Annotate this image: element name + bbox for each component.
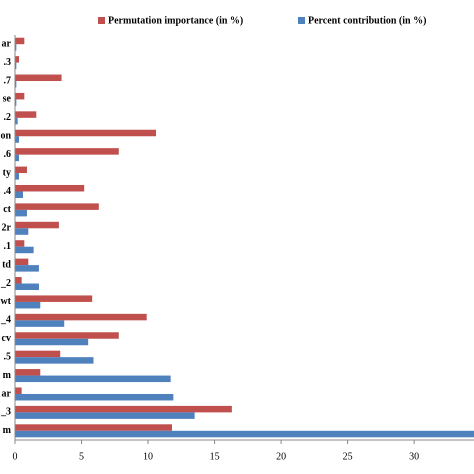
bar	[15, 191, 23, 198]
legend-swatch	[298, 17, 305, 24]
bar	[15, 265, 39, 272]
bar	[15, 74, 62, 82]
bar	[15, 320, 65, 327]
bar	[15, 99, 17, 106]
x-tick-label: 10	[143, 451, 153, 462]
y-tick-label: ty	[3, 167, 11, 178]
bar	[15, 412, 195, 419]
legend-label: Percent contribution (in %)	[308, 15, 426, 26]
bar	[15, 338, 89, 346]
bar	[15, 117, 18, 125]
y-tick-label: m	[3, 425, 12, 436]
y-tick-label: .2	[4, 112, 12, 123]
bar	[15, 56, 19, 63]
y-tick-label: on	[0, 131, 11, 142]
bar	[15, 277, 22, 284]
y-tick-label: .3	[4, 57, 12, 68]
bar	[15, 369, 41, 376]
bar	[15, 148, 119, 155]
bar	[15, 357, 94, 364]
bar	[15, 92, 25, 100]
bar	[15, 203, 99, 210]
bar	[15, 221, 59, 229]
y-tick-label: ar	[2, 388, 12, 399]
x-tick-label: 0	[13, 451, 18, 462]
y-tick-label: .1	[4, 241, 12, 252]
bar	[15, 44, 17, 51]
bar	[15, 154, 19, 162]
y-tick-label: _4	[0, 315, 11, 326]
bar	[15, 228, 29, 235]
bar	[15, 295, 93, 302]
x-tick-label: 5	[79, 451, 84, 462]
y-tick-label: .5	[4, 351, 12, 362]
bar	[15, 283, 39, 291]
x-tick-label: 20	[276, 451, 286, 462]
x-tick-label: 30	[409, 451, 419, 462]
y-tick-label: .7	[4, 75, 12, 86]
y-tick-label: m	[3, 370, 12, 381]
y-tick-label: td	[2, 259, 11, 270]
y-tick-label: se	[3, 94, 12, 105]
y-tick-label: wt	[0, 296, 11, 307]
y-tick-label: .4	[4, 186, 12, 197]
x-tick-label: 15	[210, 451, 220, 462]
x-tick-label: 25	[343, 451, 353, 462]
bar	[15, 62, 17, 70]
bar	[15, 375, 171, 383]
bar	[15, 350, 61, 358]
bar	[15, 240, 25, 247]
bar	[15, 81, 17, 88]
legend-swatch	[98, 17, 105, 24]
bar	[15, 136, 19, 143]
bar	[15, 173, 19, 180]
bar	[15, 301, 41, 309]
bar	[15, 166, 27, 174]
y-tick-label: _2	[0, 278, 11, 289]
bar	[15, 332, 119, 339]
bar	[15, 258, 29, 266]
bar	[15, 405, 232, 413]
bar	[15, 129, 157, 137]
y-tick-label: 2r	[2, 223, 12, 234]
y-tick-label: _3	[0, 407, 11, 418]
y-tick-label: cv	[2, 333, 11, 344]
bar	[15, 246, 34, 254]
legend-label: Permutation importance (in %)	[108, 15, 243, 26]
bar	[15, 313, 147, 321]
bar	[15, 393, 174, 401]
y-tick-label: .6	[4, 149, 12, 160]
bar	[15, 111, 37, 118]
bar	[15, 387, 22, 394]
bar	[15, 37, 25, 45]
bar	[15, 184, 85, 192]
bar	[15, 424, 172, 431]
bar	[15, 209, 27, 217]
y-tick-label: ct	[3, 204, 11, 215]
bar	[15, 430, 474, 438]
y-tick-label: ar	[2, 39, 12, 50]
